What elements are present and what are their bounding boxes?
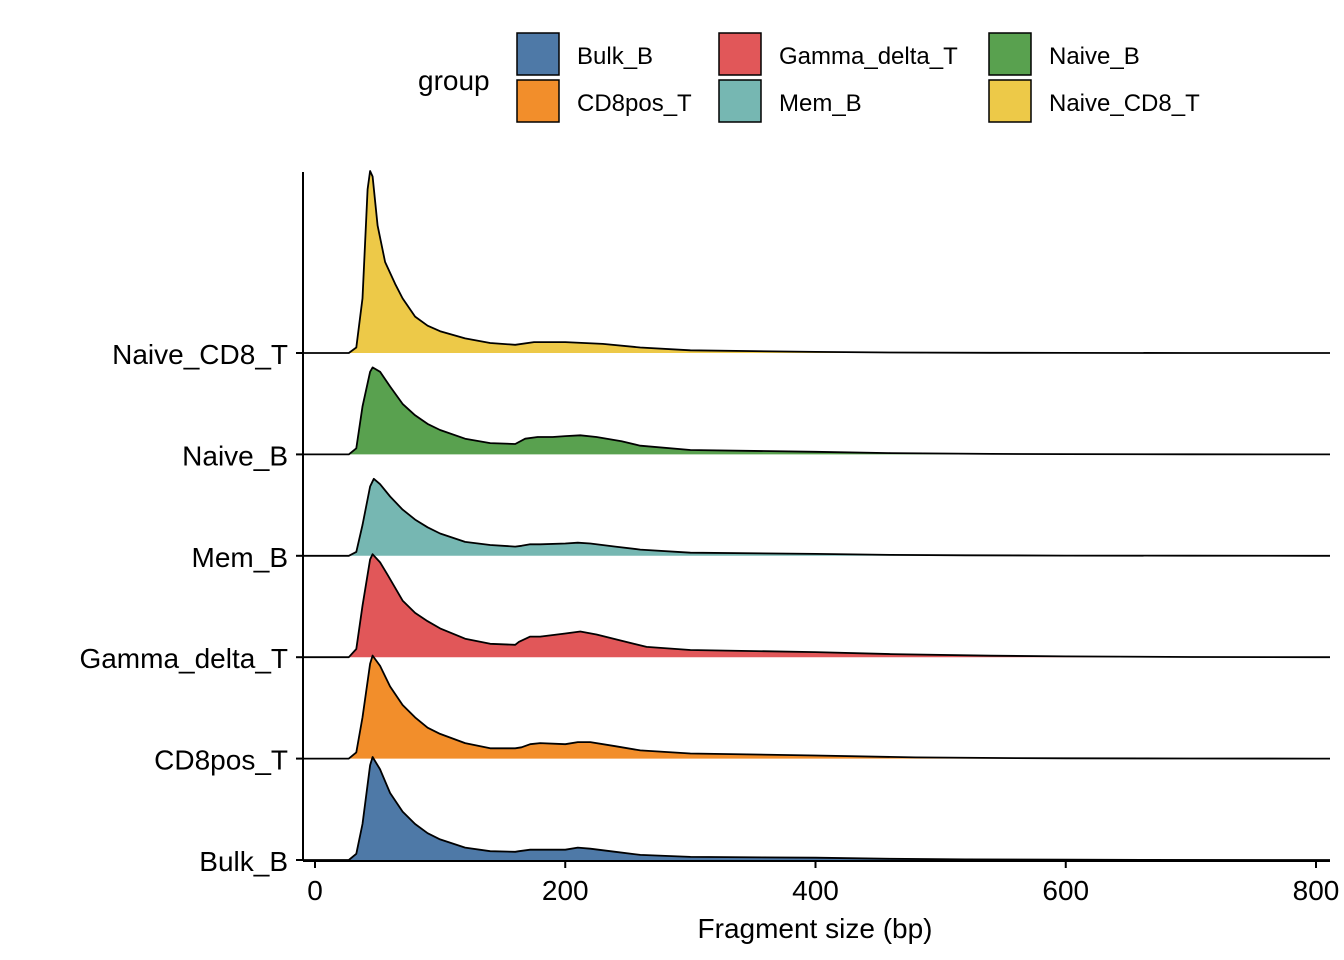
y-tick-label-gamma-delta-t: Gamma_delta_T <box>79 643 288 674</box>
y-tick-label-naive-b: Naive_B <box>182 440 288 471</box>
x-tick-label-0: 0 <box>307 875 323 906</box>
legend-key-mem-b <box>718 79 762 123</box>
ridge-outline-cd8pos-t <box>303 654 1330 760</box>
legend-label-naive-cd8-t: Naive_CD8_T <box>1049 90 1200 117</box>
ridge-area-naive-cd8-t <box>348 171 1316 353</box>
legend-label-gamma-delta-t: Gamma_delta_T <box>779 43 958 70</box>
x-axis-title: Fragment size (bp) <box>698 913 933 944</box>
ridge-area-cd8pos-t <box>348 655 1316 759</box>
legend-label-mem-b: Mem_B <box>779 90 862 117</box>
x-tick-label-600: 600 <box>1042 875 1089 906</box>
y-tick-label-bulk-b: Bulk_B <box>199 846 288 877</box>
legend: group Bulk_B CD8pos_T Gamma_delta_T Mem_B Na… <box>418 32 1200 123</box>
ridge-outline-bulk-b <box>303 756 1330 861</box>
axes: Fragment size (bp) 0 200 400 600 800 Bulk_B CD… <box>79 172 1339 944</box>
legend-label-bulk-b: Bulk_B <box>577 43 653 70</box>
legend-key-bulk-b <box>516 32 560 76</box>
ridge-area-gamma-delta-t <box>348 554 1316 658</box>
ridge-outline-naive-b <box>303 366 1330 456</box>
ridge-outline-gamma-delta-t <box>303 553 1330 659</box>
legend-title: group <box>418 65 490 96</box>
y-tick-label-naive-cd8-t: Naive_CD8_T <box>112 339 288 370</box>
x-tick-label-400: 400 <box>792 875 839 906</box>
legend-key-naive-b <box>988 32 1032 76</box>
legend-key-naive-cd8-t <box>988 79 1032 123</box>
ridge-area-bulk-b <box>348 757 1316 860</box>
y-tick-label-cd8pos-t: CD8pos_T <box>154 745 288 776</box>
x-tick-label-800: 800 <box>1293 875 1340 906</box>
ridge-area-mem-b <box>348 478 1316 556</box>
legend-label-naive-b: Naive_B <box>1049 43 1140 70</box>
x-tick-label-200: 200 <box>542 875 589 906</box>
ridge-area-naive-b <box>348 367 1316 455</box>
y-tick-label-mem-b: Mem_B <box>192 542 288 573</box>
legend-key-cd8pos-t <box>516 79 560 123</box>
legend-key-gamma-delta-t <box>718 32 762 76</box>
legend-label-cd8pos-t: CD8pos_T <box>577 90 692 117</box>
ridge-outline-naive-cd8-t <box>303 170 1330 354</box>
ridge-outline-mem-b <box>303 477 1330 557</box>
ridges <box>303 170 1330 861</box>
